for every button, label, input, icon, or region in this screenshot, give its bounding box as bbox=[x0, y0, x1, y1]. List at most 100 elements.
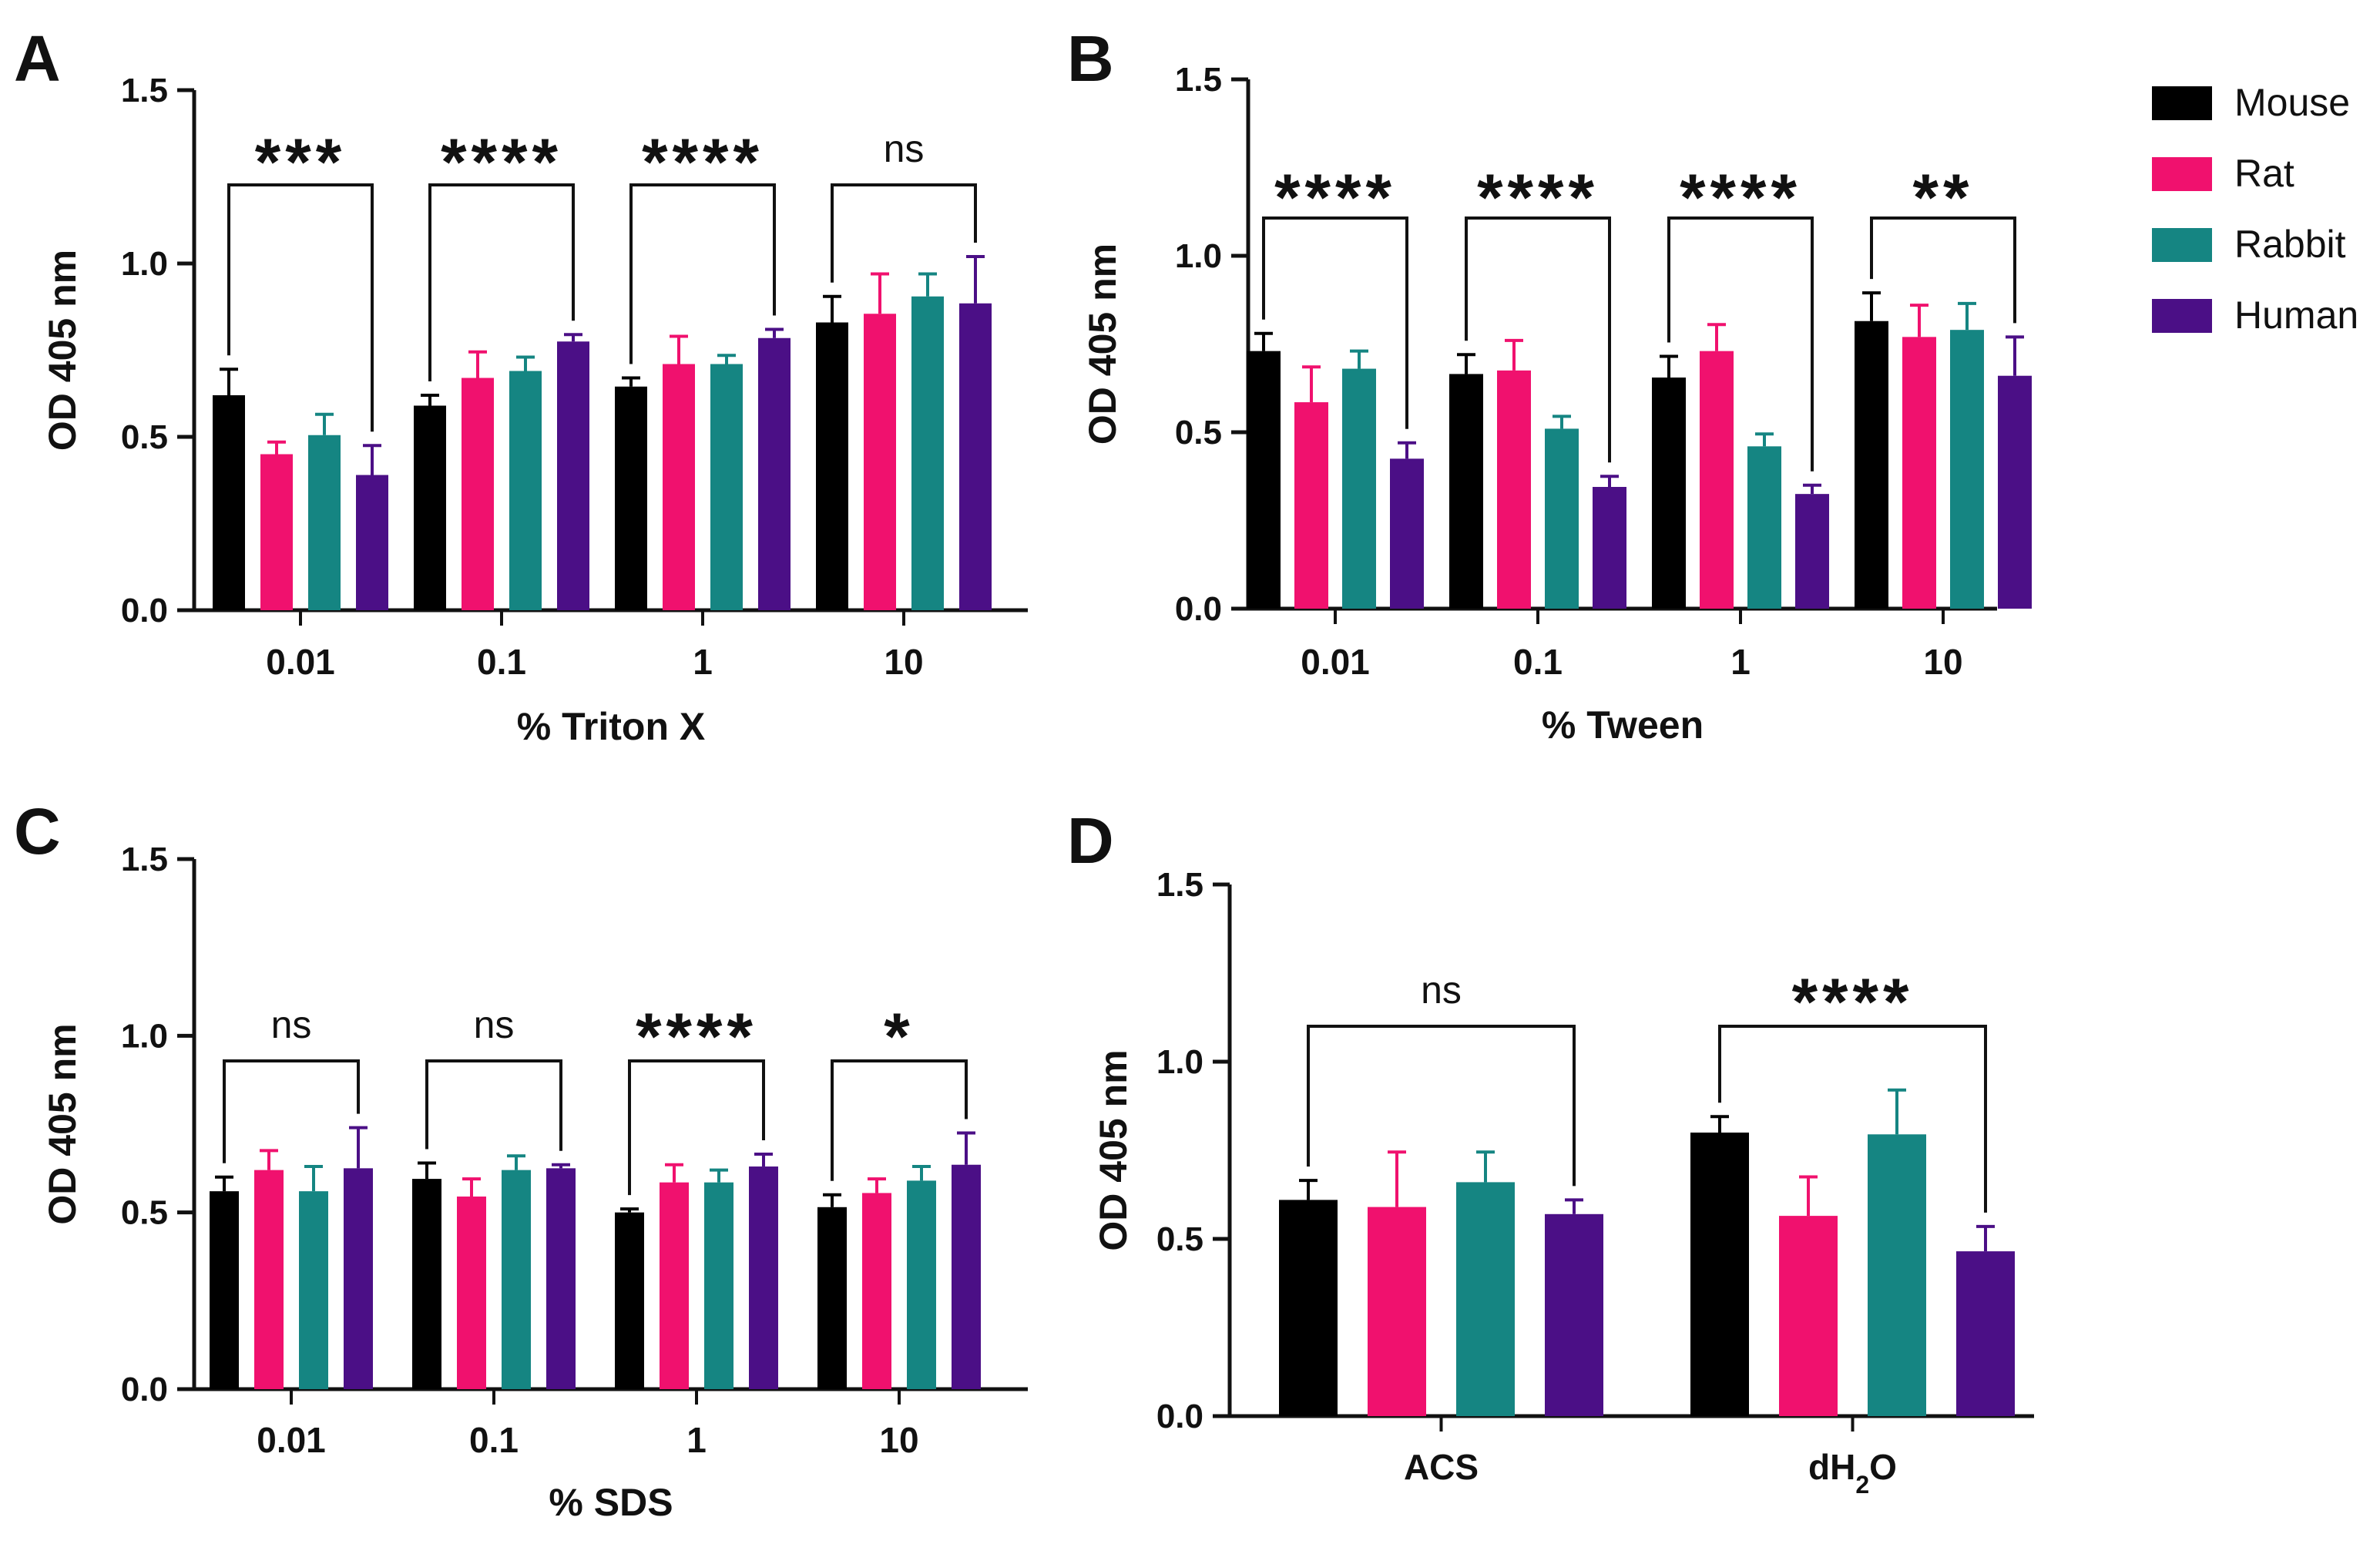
y-axis-title: OD 405 nm bbox=[41, 1023, 84, 1224]
bar-mouse-0 bbox=[213, 395, 245, 610]
significance-bracket bbox=[1667, 216, 1814, 472]
y-tick-label: 1.5 bbox=[1175, 61, 1222, 99]
panel-letter: A bbox=[14, 22, 61, 95]
y-tick-label: 1.5 bbox=[1156, 866, 1203, 904]
x-tick-label: 0.01 bbox=[266, 642, 335, 682]
bar-mouse-0 bbox=[210, 1191, 239, 1389]
significance-label: **** bbox=[1274, 161, 1396, 235]
x-axis-title: % SDS bbox=[549, 1481, 673, 1524]
bar-rabbit-3 bbox=[907, 1180, 936, 1389]
significance-label: **** bbox=[1477, 161, 1599, 235]
significance-bracket bbox=[428, 183, 575, 381]
x-tick-label: 1 bbox=[693, 642, 713, 682]
x-tick-label: 0.1 bbox=[1513, 642, 1563, 682]
bar-human-3 bbox=[959, 303, 992, 610]
y-tick-label: 1.0 bbox=[1156, 1043, 1203, 1081]
significance-bracket bbox=[425, 1059, 562, 1151]
bar-mouse-1 bbox=[412, 1179, 441, 1389]
bar-rat-1 bbox=[1497, 370, 1531, 609]
significance-label: **** bbox=[636, 1000, 757, 1074]
bar-rabbit-1 bbox=[502, 1170, 531, 1389]
x-tick-label: 1 bbox=[686, 1420, 707, 1460]
legend-swatch-rabbit bbox=[2152, 228, 2212, 262]
chart-panel-c: C 0.0 0.5 1.0 1.5 OD 405 nm 0.01 ns 0.1 ns 1 **** 10… bbox=[14, 795, 1028, 1524]
bar-mouse-1 bbox=[414, 405, 446, 610]
significance-bracket bbox=[223, 1059, 360, 1163]
x-tick-label: 0.1 bbox=[469, 1420, 519, 1460]
x-tick-label: dH2O bbox=[1808, 1447, 1897, 1499]
y-tick-label: 1.0 bbox=[1175, 237, 1222, 275]
x-axis-title: % Tween bbox=[1542, 703, 1704, 747]
significance-bracket bbox=[1870, 216, 2016, 324]
bar-rabbit-3 bbox=[911, 296, 944, 610]
bar-rabbit-2 bbox=[1747, 446, 1781, 609]
y-tick-label: 0.5 bbox=[121, 1194, 168, 1232]
bar-human-1 bbox=[1593, 486, 1626, 609]
y-tick-label: 0.5 bbox=[1156, 1220, 1203, 1258]
bar-human-2 bbox=[758, 337, 791, 610]
bar-human-1 bbox=[546, 1168, 576, 1389]
significance-bracket bbox=[628, 1059, 765, 1196]
significance-bracket bbox=[227, 183, 374, 432]
significance-label: ns bbox=[884, 127, 925, 170]
significance-label: **** bbox=[642, 126, 764, 200]
bar-rabbit-1 bbox=[1868, 1134, 1926, 1416]
significance-label: **** bbox=[441, 126, 562, 200]
significance-bracket bbox=[831, 1059, 968, 1181]
legend-swatch-mouse bbox=[2152, 86, 2212, 120]
bar-rabbit-0 bbox=[299, 1191, 328, 1389]
bar-rabbit-0 bbox=[1456, 1182, 1515, 1416]
bar-mouse-1 bbox=[1449, 374, 1483, 609]
bar-rabbit-2 bbox=[704, 1182, 733, 1389]
bar-rabbit-0 bbox=[1342, 368, 1376, 609]
bar-human-1 bbox=[557, 341, 589, 610]
y-tick-label: 1.5 bbox=[121, 72, 168, 109]
y-axis-title: OD 405 nm bbox=[1092, 1049, 1135, 1250]
bar-rabbit-3 bbox=[1950, 330, 1984, 609]
bar-mouse-0 bbox=[1247, 351, 1281, 609]
y-axis-title: OD 405 nm bbox=[41, 250, 84, 451]
legend-label-rat: Rat bbox=[2234, 152, 2294, 195]
bar-mouse-2 bbox=[615, 1212, 644, 1389]
legend-swatch-human bbox=[2152, 299, 2212, 333]
significance-label: * bbox=[884, 1000, 914, 1074]
bar-mouse-3 bbox=[816, 322, 848, 610]
bar-rat-1 bbox=[462, 378, 494, 610]
bar-human-0 bbox=[1390, 458, 1424, 609]
y-tick-label: 1.0 bbox=[121, 1017, 168, 1055]
y-tick-label: 0.5 bbox=[121, 418, 168, 456]
y-axis-title: OD 405 nm bbox=[1081, 243, 1124, 445]
legend-swatch-rat bbox=[2152, 157, 2212, 191]
bar-human-2 bbox=[749, 1166, 778, 1389]
chart-panel-b: B 0.0 0.5 1.0 1.5 OD 405 nm 0.01 **** 0.1 **** 1 **… bbox=[1067, 22, 2032, 747]
bar-rat-1 bbox=[457, 1197, 486, 1389]
significance-label: ns bbox=[271, 1003, 312, 1046]
bar-rat-1 bbox=[1779, 1216, 1838, 1416]
legend: Mouse Rat Rabbit Human bbox=[2152, 81, 2358, 337]
x-tick-label: ACS bbox=[1404, 1447, 1479, 1487]
bar-rabbit-1 bbox=[1545, 428, 1579, 609]
x-tick-label: 0.01 bbox=[1301, 642, 1370, 682]
significance-bracket bbox=[1307, 1025, 1576, 1187]
significance-label: ns bbox=[474, 1003, 515, 1046]
bar-rat-2 bbox=[660, 1182, 689, 1389]
y-tick-label: 0.5 bbox=[1175, 414, 1222, 451]
y-tick-label: 0.0 bbox=[1175, 590, 1222, 628]
bar-rat-2 bbox=[1700, 351, 1734, 609]
bar-mouse-1 bbox=[1690, 1133, 1749, 1416]
bar-mouse-3 bbox=[1855, 321, 1888, 609]
x-tick-label: 10 bbox=[1923, 642, 1962, 682]
bar-human-1 bbox=[1956, 1251, 2015, 1416]
legend-label-human: Human bbox=[2234, 294, 2358, 337]
bar-rat-0 bbox=[260, 454, 293, 610]
bar-rat-0 bbox=[254, 1170, 284, 1389]
legend-label-mouse: Mouse bbox=[2234, 81, 2350, 124]
bar-human-3 bbox=[1998, 375, 2032, 609]
bar-mouse-0 bbox=[1279, 1200, 1338, 1416]
bar-mouse-3 bbox=[817, 1207, 847, 1389]
bar-rat-0 bbox=[1294, 402, 1328, 609]
chart-panel-d: D 0.0 0.5 1.0 1.5 OD 405 nm ACS ns dH2O **** bbox=[1067, 804, 2034, 1499]
significance-bracket bbox=[1465, 216, 1611, 463]
x-tick-label: 0.01 bbox=[257, 1420, 326, 1460]
